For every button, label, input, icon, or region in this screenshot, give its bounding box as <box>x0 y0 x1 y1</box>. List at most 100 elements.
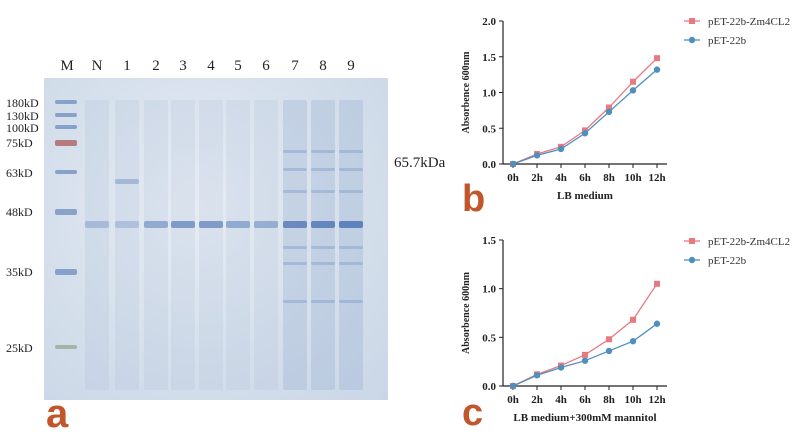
lane-label: 4 <box>207 58 215 74</box>
protein-band <box>283 168 307 171</box>
y-tick-label: 1.5 <box>482 52 496 64</box>
lane-label: M <box>60 58 74 74</box>
marker-label: 180kD <box>6 96 39 110</box>
data-point-circle <box>629 87 637 94</box>
x-tick-label: 6h <box>579 172 591 184</box>
data-point-square <box>630 78 636 85</box>
y-axis-title: Absorbence 600nm <box>461 51 472 134</box>
marker-band <box>55 100 77 104</box>
legend-marker-square <box>689 18 695 24</box>
lane-label: N <box>91 58 103 74</box>
data-point-square <box>654 55 660 62</box>
marker-band <box>55 170 77 174</box>
y-tick-label: 0.5 <box>482 123 496 135</box>
marker-label: 130kD <box>6 109 39 123</box>
lane-smear <box>144 100 168 390</box>
panel-letter-c: c <box>462 392 484 434</box>
protein-band <box>311 300 335 303</box>
protein-band <box>115 221 139 228</box>
lane-label: 9 <box>347 58 355 74</box>
marker-label: 75kD <box>6 136 33 150</box>
protein-band <box>339 221 363 228</box>
lane-label: 7 <box>291 58 299 74</box>
x-tick-label: 10h <box>624 172 641 184</box>
protein-band <box>283 300 307 303</box>
data-point-square <box>606 104 612 111</box>
protein-band <box>283 150 307 153</box>
protein-band <box>339 150 363 153</box>
protein-band <box>283 262 307 265</box>
lane-smear <box>85 100 109 390</box>
data-point-circle <box>557 145 565 153</box>
marker-label: 25kD <box>6 341 33 355</box>
protein-band <box>85 221 109 228</box>
x-tick-label: 8h <box>603 172 615 184</box>
marker-band <box>55 209 77 215</box>
data-point-circle <box>653 66 661 73</box>
protein-band <box>171 221 195 228</box>
lane-label: 8 <box>319 58 327 74</box>
data-point-circle <box>581 130 589 137</box>
x-tick-label: 2h <box>531 172 543 184</box>
protein-band <box>254 221 278 228</box>
lane-smear <box>311 100 335 390</box>
target-size-label: 65.7kDa <box>394 155 446 171</box>
protein-band <box>283 246 307 249</box>
marker-label: 63kD <box>6 166 33 180</box>
marker-label: 48kD <box>6 205 33 219</box>
panel-letter-b: b <box>462 178 486 220</box>
y-tick-label: 2.0 <box>482 16 496 28</box>
marker-band <box>55 125 77 129</box>
protein-band <box>311 221 335 228</box>
marker-band <box>55 140 77 146</box>
protein-band <box>226 221 250 228</box>
protein-band <box>311 190 335 193</box>
marker-band <box>55 345 77 349</box>
sds-page-gel <box>44 78 388 400</box>
lane-smear <box>254 100 278 390</box>
x-tick-label: 0h <box>507 172 519 184</box>
protein-band <box>311 150 335 153</box>
protein-band <box>311 262 335 265</box>
protein-band <box>283 221 307 228</box>
marker-label: 100kD <box>6 121 39 135</box>
lane-smear <box>226 100 250 390</box>
protein-band <box>339 300 363 303</box>
protein-band <box>339 262 363 265</box>
protein-band <box>115 179 139 184</box>
marker-band <box>55 269 77 275</box>
protein-band <box>311 246 335 249</box>
lane-smear <box>199 100 223 390</box>
lane-label: 3 <box>179 58 187 74</box>
protein-band <box>199 221 223 228</box>
legend-label: pET-22b-Zm4CL2 <box>708 16 790 28</box>
lane-label: 5 <box>234 58 242 74</box>
protein-band <box>339 246 363 249</box>
series-line <box>512 57 658 165</box>
protein-band <box>339 190 363 193</box>
lane-label: 1 <box>123 58 131 74</box>
x-tick-label: 12h <box>648 172 665 184</box>
data-point-circle <box>533 152 541 159</box>
lane-smear <box>115 100 139 390</box>
protein-band <box>283 190 307 193</box>
marker-label: 35kD <box>6 265 33 279</box>
marker-band <box>55 113 77 117</box>
y-tick-label: 1.0 <box>482 88 496 100</box>
data-point-circle <box>605 108 613 116</box>
lane-smear <box>283 100 307 390</box>
panel-letter-a: a <box>46 392 69 436</box>
data-point-circle <box>509 160 517 168</box>
x-axis-title: LB medium <box>557 190 613 202</box>
legend-marker-circle <box>688 36 696 44</box>
x-tick-label: 4h <box>555 172 567 184</box>
protein-band <box>144 221 168 228</box>
y-tick-label: 0.0 <box>482 159 496 171</box>
protein-band <box>339 168 363 171</box>
lane-label: 6 <box>262 58 270 74</box>
lane-smear <box>171 100 195 390</box>
lane-smear <box>339 100 363 390</box>
protein-band <box>311 168 335 171</box>
lane-label: 2 <box>152 58 160 74</box>
